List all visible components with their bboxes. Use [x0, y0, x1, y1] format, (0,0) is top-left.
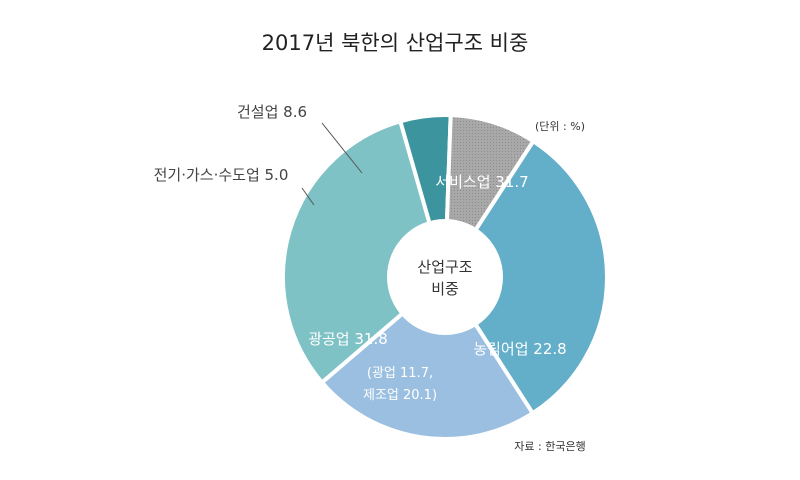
slice-label-mining-manufacturing: 광공업 31.8 — [308, 330, 388, 348]
leader-line-utilities — [301, 187, 315, 206]
slice-label-construction: 건설업 8.6 — [237, 103, 307, 121]
slice-label-utilities: 전기·가스·수도업 5.0 — [154, 166, 289, 184]
leader-line-construction — [321, 122, 363, 174]
unit-note: (단위 : %) — [535, 120, 585, 133]
slice-mining-manufacturing — [281, 119, 447, 385]
source-note: 자료 : 한국은행 — [514, 440, 585, 453]
chart-title: 2017년 북한의 산업구조 비중 — [262, 31, 529, 55]
slice-agriculture — [320, 275, 535, 441]
slice-sublabel-mining: (광업 11.7, — [367, 366, 433, 381]
slice-sublabel-manufacturing: 제조업 20.1) — [363, 388, 437, 403]
center-label-line2: 비중 — [431, 280, 459, 298]
slice-label-agriculture: 농림어업 22.8 — [473, 340, 566, 358]
donut-hole — [387, 219, 503, 335]
center-label-line1: 산업구조 — [417, 258, 472, 276]
slice-label-services: 서비스업 31.7 — [435, 173, 528, 191]
slice-services — [443, 139, 609, 416]
